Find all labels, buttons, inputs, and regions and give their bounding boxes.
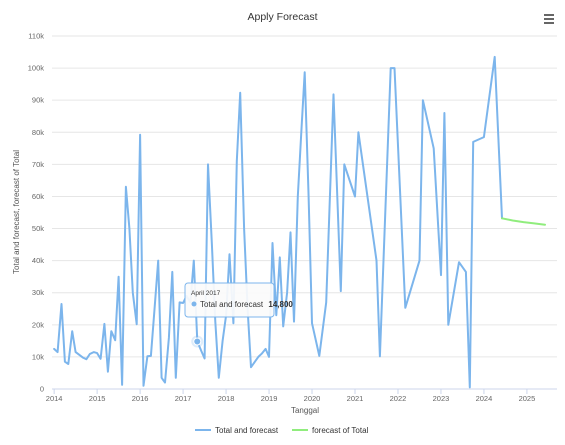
legend-item-forecast-of-total[interactable]: forecast of Total [292,426,369,435]
tooltip-box [184,282,275,318]
tooltip-series-marker [191,301,197,307]
x-axis: 2014 2015 2016 2017 2018 2019 2020 2021 2022 2023… [46,389,535,403]
tooltip-series-name: Total and forecast [200,300,264,309]
tooltip-text: Total and forecast 14,800 [200,300,293,309]
tooltip-date: April 2017 [191,290,221,297]
series-line-total-and-forecast [53,55,503,389]
y-tick-label: 90k [32,96,44,105]
y-tick-label: 20k [32,320,44,329]
y-tick-label: 10k [32,352,44,361]
x-tick-label: 2014 [46,394,63,403]
y-tick-label: 80k [32,128,44,137]
x-tick-label: 2017 [175,394,192,403]
chart-title: Apply Forecast [247,11,317,23]
series-line-forecast-of-total [501,217,546,226]
x-tick-label: 2018 [218,394,235,403]
y-tick-label: 30k [32,288,44,297]
y-axis-title: Total and forecast, forecast of Total [12,150,21,274]
y-tick-label: 50k [32,224,44,233]
y-tick-label: 100k [28,64,45,73]
x-tick-label: 2016 [132,394,149,403]
x-tick-label: 2020 [304,394,321,403]
menu-button[interactable] [541,11,557,25]
plot-series [53,55,546,389]
legend: Total and forecast forecast of Total [195,426,369,435]
x-tick-label: 2024 [476,394,493,403]
tooltip-value: 14,800 [268,300,293,309]
x-tick-label: 2025 [519,394,536,403]
y-tick-label: 110k [28,32,44,41]
x-tick-label: 2021 [347,394,364,403]
hover-point [193,337,202,346]
x-tick-label: 2019 [261,394,278,403]
hamburger-icon[interactable] [544,14,554,24]
y-tick-label: 70k [32,160,44,169]
x-tick-label: 2022 [390,394,407,403]
legend-label-forecast-of-total[interactable]: forecast of Total [312,426,369,435]
x-axis-title: Tanggal [291,406,319,415]
tooltip: April 2017 Total and forecast 14,800 [184,282,293,318]
y-axis-ticks: 0 10k 20k 30k 40k 50k 60k 70k 80k 90k 100k 110k [28,32,45,394]
x-tick-label: 2015 [89,394,106,403]
y-tick-label: 60k [32,192,44,201]
y-tick-label: 0 [40,385,44,394]
legend-label-total-and-forecast[interactable]: Total and forecast [215,426,279,435]
legend-item-total-and-forecast[interactable]: Total and forecast [195,426,279,435]
y-tick-label: 40k [32,256,44,265]
x-tick-label: 2023 [433,394,450,403]
